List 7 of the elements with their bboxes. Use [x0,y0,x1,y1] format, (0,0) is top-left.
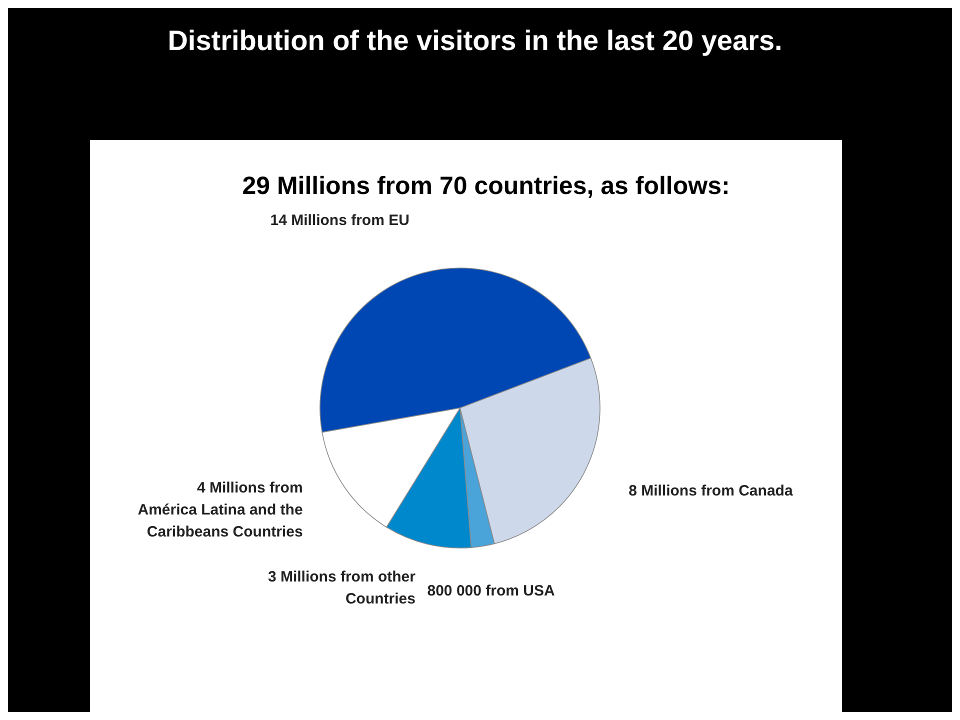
slice-label: 4 Millions from América Latina and the Caribbeans Countries [138,480,303,541]
slice-label: 800 000 from USA [427,582,555,600]
chart-subtitle: 29 Millions from 70 countries, as follows: [242,172,730,200]
slice-label: 8 Millions from Canada [628,482,794,500]
chart-title: Distribution of the visitors in the last 20 years. [168,25,782,56]
slice-label: 3 Millions from other Countries [268,568,416,608]
slice-label: 14 Millions from EU [270,212,410,229]
